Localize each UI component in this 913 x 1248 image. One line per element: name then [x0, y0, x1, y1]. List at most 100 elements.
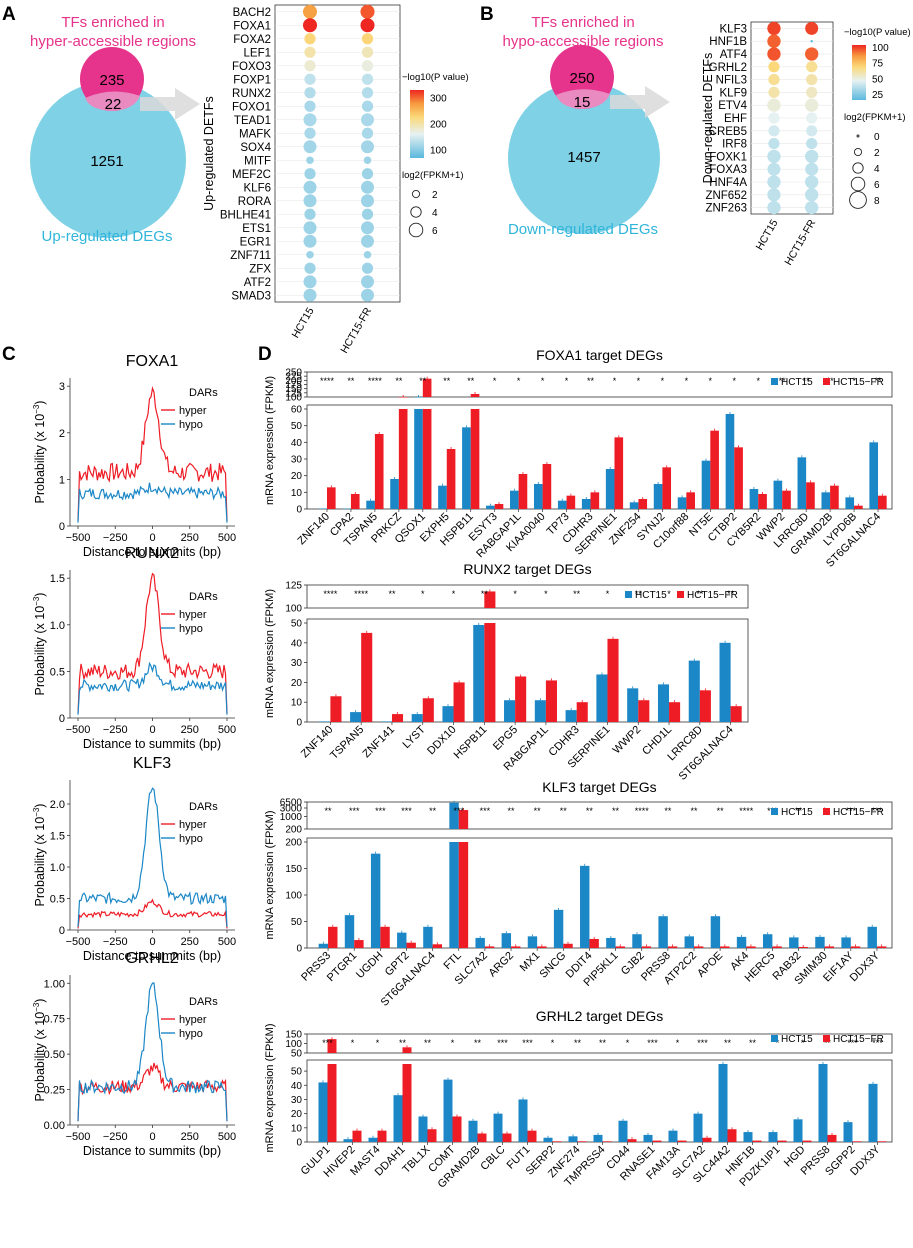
bar-hct15	[468, 1120, 478, 1142]
profile-xtick-label: 500	[218, 724, 236, 736]
significance-mark: *	[676, 1038, 680, 1048]
profile-legend-hyper: hyper	[179, 405, 207, 417]
bar-ytick-label: 40	[291, 438, 303, 449]
bar-hct15	[743, 1132, 753, 1142]
tf-dot	[304, 127, 316, 139]
tf-dot	[361, 73, 374, 85]
tf-dot	[303, 275, 317, 289]
bar-category-label: LYST	[401, 723, 429, 751]
bar-category-label: HSPB11	[452, 724, 490, 762]
profile-ytick-label: 0.5	[50, 666, 65, 678]
venn-a-bottom-count: 1251	[90, 153, 123, 170]
bar-hct15	[370, 853, 381, 948]
bar-chart-title: FOXA1 target DEGs	[536, 347, 663, 363]
significance-mark: *	[544, 589, 548, 599]
bar-hct15	[342, 508, 351, 510]
legend-color-bar	[410, 90, 424, 158]
significance-mark: ****	[320, 376, 335, 386]
profile-ytick-label: 0.00	[44, 1120, 65, 1132]
bar-ytick-label: 60	[291, 405, 303, 416]
legend-hct15: HCT15	[781, 1034, 813, 1045]
bar-hct15fr	[720, 946, 730, 948]
profile-xtick-label: −250	[103, 724, 128, 736]
bar-hct15fr-upper	[458, 810, 469, 829]
bar-hct15	[789, 937, 799, 948]
significance-mark: ***	[322, 1038, 333, 1048]
significance-mark: *	[685, 376, 689, 386]
tf-dot	[361, 140, 374, 154]
bar-hct15	[581, 499, 591, 509]
tf-dot	[303, 221, 317, 235]
profile-xtick-label: 0	[149, 1131, 155, 1143]
tf-dot	[805, 188, 819, 202]
bar-ytick-label: 20	[291, 678, 303, 689]
bar-hct15	[677, 497, 687, 509]
significance-mark: *	[801, 1038, 805, 1048]
venn-a-overlap-count: 22	[105, 96, 122, 113]
bar-hct15	[629, 502, 639, 509]
bar-hct15	[318, 943, 329, 948]
significance-mark: **	[560, 806, 568, 816]
bar-hct15fr	[484, 946, 495, 948]
bar-hct15fr	[327, 1064, 337, 1142]
significance-mark: ***	[453, 806, 464, 816]
profile-hypo-line	[77, 482, 228, 523]
profile-ylabel: Probability (x 10−3)	[32, 593, 47, 696]
bar-hct15	[553, 909, 564, 948]
venn-b-top-count: 250	[569, 70, 594, 87]
bar-ytick-label: 0	[296, 505, 302, 516]
significance-mark: **	[508, 806, 516, 816]
tf-dot	[361, 127, 374, 139]
bar-hct15fr	[354, 940, 364, 948]
bar-hct15	[841, 937, 851, 948]
profile-hyper-line	[77, 898, 228, 929]
significance-mark: ***	[647, 1038, 658, 1048]
legend-hct15fr-swatch	[677, 591, 684, 598]
bar-hct15fr	[377, 1130, 387, 1142]
legend-size-circle	[852, 162, 864, 174]
tf-dot	[361, 234, 374, 248]
tf-dot	[767, 188, 781, 202]
tf-dot	[303, 113, 317, 127]
bar-hct15	[793, 1119, 803, 1142]
bar-category-label: SNCG	[537, 950, 568, 981]
bar-ytick-label: 0	[296, 718, 302, 729]
profile-ylabel-close: )	[33, 401, 47, 405]
bar-hct15	[821, 492, 831, 509]
profile-ytick-label: 0.25	[44, 1085, 65, 1097]
dotplot-ylabel: Up-regulated DETFs	[202, 96, 216, 211]
panel-a: A TFs enriched in hyper-accessible regio…	[2, 4, 469, 355]
tf-label: FOXO1	[232, 101, 271, 113]
profile-xtick-label: 0	[149, 532, 155, 544]
dotplot-b: KLF3HNF1BATF4GRHL2NFIL3KLF9ETV4EHFCREB5I…	[701, 21, 911, 267]
significance-mark: **	[467, 376, 475, 386]
profile-hyper-line	[77, 1062, 228, 1122]
bar-ytick-label: 50	[291, 421, 303, 432]
bar-hct15fr-upper	[327, 1039, 337, 1053]
significance-mark: **	[599, 1038, 607, 1048]
significance-mark: **	[587, 376, 595, 386]
bar-hct15fr	[854, 505, 863, 509]
bar-hct15	[632, 934, 642, 948]
tf-dot	[303, 140, 317, 154]
legend-pval-tick: 100	[872, 43, 889, 54]
tf-dot	[361, 275, 374, 289]
bar-hct15fr	[458, 842, 469, 948]
profile-ylabel-close: )	[33, 804, 47, 808]
dotplot-ylabel: Down-regulated DETFs	[701, 53, 715, 184]
profile-ylabel-close: )	[33, 593, 47, 597]
bar-hct15	[414, 409, 423, 509]
significance-mark: *	[565, 376, 569, 386]
bar-hct15	[580, 865, 590, 948]
profile-legend-title: DARs	[189, 996, 218, 1008]
legend-pval-title: −log10(P value)	[844, 27, 911, 38]
significance-mark: ****	[354, 589, 369, 599]
tf-label: ATF4	[720, 49, 748, 61]
bar-hct15fr	[432, 944, 443, 948]
tf-dot	[306, 250, 314, 259]
bar-hct15fr	[614, 437, 624, 509]
bar-hct15	[618, 1120, 628, 1142]
tf-dot	[768, 138, 780, 150]
bar-hct15	[543, 1137, 553, 1142]
